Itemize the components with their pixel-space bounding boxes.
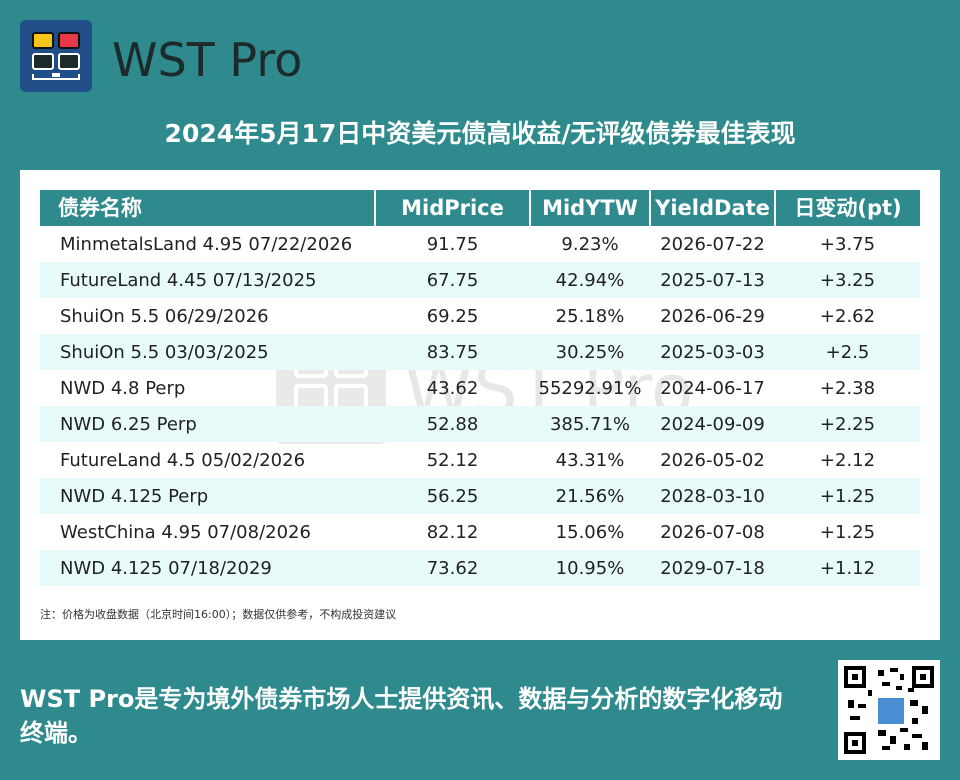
cell-daily-change: +2.38 — [819, 377, 876, 399]
table-row: WestChina 4.95 07/08/2026 82.12 15.06% 2026… — [40, 514, 920, 550]
cell-yield-date: 2026-06-29 — [660, 305, 765, 327]
cell-yield-date: 2029-07-18 — [650, 550, 775, 586]
table-header-row: 债券名称 MidPrice MidYTW YieldDate 日变动(pt) — [40, 190, 920, 226]
header-bond-name: 债券名称 — [40, 190, 376, 226]
logo-cell — [32, 32, 54, 49]
cell-daily-change: +3.75 — [819, 233, 876, 255]
cell-bond-name: ShuiOn 5.5 06/29/2026 — [60, 305, 269, 327]
cell-bond-name: FutureLand 4.45 07/13/2025 — [40, 262, 375, 298]
table-row: NWD 6.25 Perp 52.88 385.71% 2024-09-09 +2.25 — [40, 406, 920, 442]
table-row: MinmetalsLand 4.95 07/22/2026 91.75 9.23% 2… — [40, 226, 920, 262]
page-title: 2024年5月17日中资美元债高收益/无评级债券最佳表现 — [164, 119, 796, 148]
qr-finder — [844, 666, 866, 688]
cell-mid-ytw: 25.18% — [555, 305, 625, 327]
cell-bond-name: WestChina 4.95 07/08/2026 — [60, 521, 311, 543]
table-row: NWD 4.125 Perp 56.25 21.56% 2028-03-10 +1.25 — [40, 478, 920, 514]
table-row: NWD 4.8 Perp 43.62 55292.91% 2024-06-17 +2.3… — [40, 370, 920, 406]
qr-finder — [912, 666, 934, 688]
cell-mid-price: 56.25 — [375, 478, 530, 514]
table-row: ShuiOn 5.5 03/03/2025 83.75 30.25% 2025-03-… — [40, 334, 920, 370]
bond-table: 债券名称 MidPrice MidYTW YieldDate 日变动(pt) M… — [40, 190, 920, 586]
logo-cell — [58, 32, 80, 49]
header-mid-ytw: MidYTW — [530, 190, 651, 226]
brand-name: WST Pro — [112, 33, 303, 87]
cell-mid-price: 73.62 — [375, 550, 530, 586]
logo-base — [32, 73, 80, 80]
cell-mid-price: 67.75 — [375, 262, 530, 298]
header-daily-change: 日变动(pt) — [775, 190, 920, 226]
table-row: FutureLand 4.5 05/02/2026 52.12 43.31% 2026… — [40, 442, 920, 478]
header-mid-price: MidPrice — [375, 190, 531, 226]
cell-mid-ytw: 43.31% — [555, 449, 625, 471]
cell-yield-date: 2025-07-13 — [650, 262, 775, 298]
cell-daily-change: +1.25 — [819, 521, 876, 543]
cell-daily-change: +2.12 — [819, 449, 876, 471]
cell-yield-date: 2024-06-17 — [660, 377, 765, 399]
table-row: FutureLand 4.45 07/13/2025 67.75 42.94% 202… — [40, 262, 920, 298]
qr-finder — [844, 732, 866, 754]
cell-daily-change: +1.25 — [775, 478, 920, 514]
cell-mid-ytw: 15.06% — [555, 521, 625, 543]
cell-mid-price: 83.75 — [375, 334, 530, 370]
cell-daily-change: +1.12 — [775, 550, 920, 586]
cell-bond-name: NWD 4.125 07/18/2029 — [40, 550, 375, 586]
cell-mid-ytw: 30.25% — [530, 334, 650, 370]
cell-bond-name: NWD 4.125 Perp — [40, 478, 375, 514]
cell-mid-price: 52.12 — [426, 449, 479, 471]
cell-daily-change: +3.25 — [775, 262, 920, 298]
logo-cell — [58, 53, 80, 70]
cell-mid-ytw: 9.23% — [561, 233, 619, 255]
cell-mid-ytw: 55292.91% — [538, 377, 642, 399]
cell-mid-price: 52.88 — [375, 406, 530, 442]
header-yield-date: YieldDate — [650, 190, 776, 226]
cell-yield-date: 2026-05-02 — [660, 449, 765, 471]
table-row: ShuiOn 5.5 06/29/2026 69.25 25.18% 2026-06-… — [40, 298, 920, 334]
disclaimer-note: 注：价格为收盘数据（北京时间16:00）；数据仅供参考，不构成投资建议 — [40, 608, 397, 621]
cell-daily-change: +2.62 — [819, 305, 876, 327]
cell-yield-date: 2026-07-22 — [660, 233, 765, 255]
table-row: NWD 4.125 07/18/2029 73.62 10.95% 2029-07-1… — [40, 550, 920, 586]
cell-daily-change: +2.5 — [775, 334, 920, 370]
cell-daily-change: +2.25 — [775, 406, 920, 442]
cell-yield-date: 2024-09-09 — [650, 406, 775, 442]
cell-yield-date: 2025-03-03 — [650, 334, 775, 370]
cell-bond-name: NWD 4.8 Perp — [60, 377, 186, 399]
table-panel: WST Pro 债券名称 MidPrice MidYTW YieldDate 日… — [20, 170, 940, 640]
qr-code-icon — [838, 660, 940, 760]
cell-mid-ytw: 42.94% — [530, 262, 650, 298]
cell-mid-ytw: 10.95% — [530, 550, 650, 586]
logo-grid-icon — [30, 32, 82, 70]
cell-yield-date: 2028-03-10 — [650, 478, 775, 514]
cell-bond-name: MinmetalsLand 4.95 07/22/2026 — [60, 233, 353, 255]
cell-mid-ytw: 21.56% — [530, 478, 650, 514]
cell-bond-name: ShuiOn 5.5 03/03/2025 — [40, 334, 375, 370]
cell-yield-date: 2026-07-08 — [660, 521, 765, 543]
cell-mid-price: 91.75 — [426, 233, 479, 255]
cell-bond-name: NWD 6.25 Perp — [40, 406, 375, 442]
cell-mid-ytw: 385.71% — [530, 406, 650, 442]
cell-bond-name: FutureLand 4.5 05/02/2026 — [60, 449, 306, 471]
qr-pattern — [848, 668, 928, 750]
logo — [20, 20, 92, 92]
cell-mid-price: 43.62 — [426, 377, 479, 399]
cell-mid-price: 69.25 — [426, 305, 479, 327]
logo-cell — [32, 53, 54, 70]
qr-center-logo-icon — [876, 696, 906, 726]
cell-mid-price: 82.12 — [426, 521, 479, 543]
footer-text: WST Pro是专为境外债券市场人士提供资讯、数据与分析的数字化移动终端。 — [20, 685, 783, 747]
